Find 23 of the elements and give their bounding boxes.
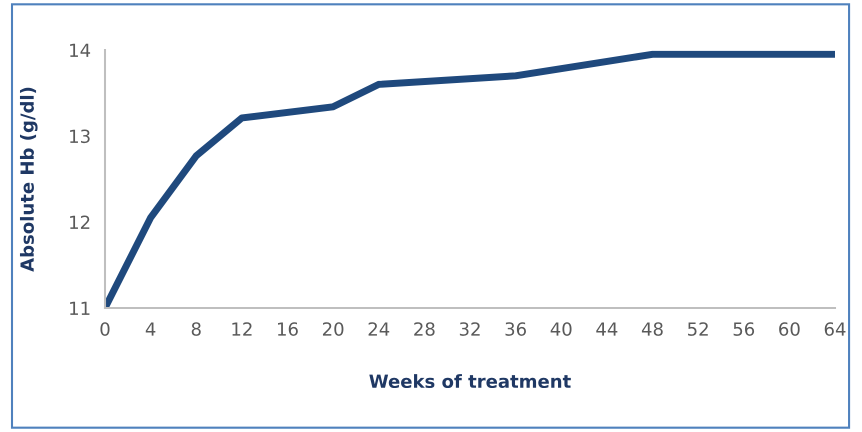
x-tick-label: 12 <box>232 322 252 336</box>
x-tick-label: 48 <box>642 322 663 336</box>
x-tick-label: 28 <box>414 322 435 336</box>
x-tick-label: 44 <box>596 322 618 336</box>
y-tick-label: 12 <box>70 215 90 229</box>
y-tick-label: 13 <box>70 129 90 144</box>
x-tick-label: 60 <box>779 322 800 336</box>
x-tick-label: 32 <box>460 322 480 336</box>
y-tick-label: 14 <box>70 44 90 57</box>
x-tick-label: 16 <box>278 322 298 336</box>
x-tick-label: 64 <box>824 322 846 336</box>
x-tick-label: 8 <box>192 322 201 336</box>
x-tick-label: 52 <box>688 322 708 336</box>
y-axis-title: Absolute Hb (g/dl) <box>20 88 38 272</box>
x-tick-label: 24 <box>368 322 390 336</box>
x-tick-label: 4 <box>146 322 156 336</box>
x-tick-label: 0 <box>100 322 110 336</box>
x-axis-title: Weeks of treatment <box>369 374 571 388</box>
y-tick-label: 11 <box>70 302 90 315</box>
x-tick-label: 20 <box>322 322 344 336</box>
x-tick-label: 36 <box>506 322 526 336</box>
x-tick-label: 56 <box>734 322 754 336</box>
x-tick-label: 40 <box>550 322 572 336</box>
